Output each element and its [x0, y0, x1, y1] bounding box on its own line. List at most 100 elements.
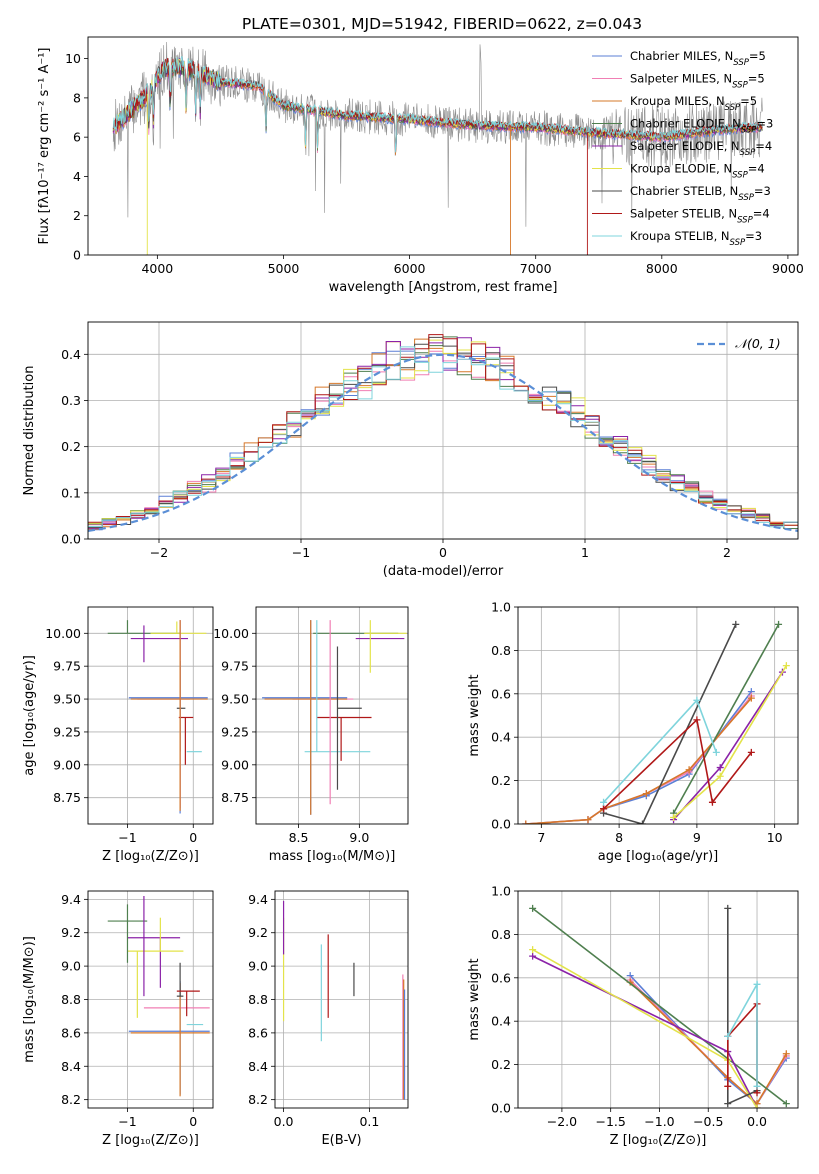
weight-marker	[600, 805, 608, 813]
x-axis-label: wavelength [Angstrom, rest frame]	[329, 280, 558, 295]
model-spectrum-line	[112, 55, 763, 153]
weight-marker	[522, 820, 530, 824]
x-tick-label: 10	[767, 830, 783, 845]
y-tick-label: 9.0	[61, 959, 81, 974]
y-tick-label: 9.00	[221, 757, 249, 772]
weight-line	[673, 671, 784, 821]
x-axis-label: mass [log₁₀(M/M⊙)]	[269, 849, 396, 864]
y-tick-label: 9.75	[53, 659, 81, 674]
y-tick-label: 1.0	[491, 600, 511, 615]
weight-marker	[732, 620, 740, 628]
y-tick-label: 1.0	[491, 884, 511, 899]
x-tick-label: 0.0	[274, 1114, 294, 1129]
legend-label: Salpeter ELODIE, NSSP=4	[630, 139, 772, 158]
weight-line	[727, 981, 758, 1087]
x-tick-label: 0	[439, 545, 447, 560]
y-axis-label: mass weight	[467, 958, 482, 1040]
weight-marker	[747, 748, 755, 756]
weight-marker	[693, 696, 701, 704]
x-tick-label: 9	[693, 830, 701, 845]
y-tick-label: 9.2	[61, 925, 81, 940]
weight-marker	[529, 904, 537, 912]
y-tick-label: 10	[65, 51, 81, 66]
y-tick-label: 8.2	[248, 1092, 268, 1107]
x-tick-label: −2.0	[547, 1114, 577, 1129]
weight-marker	[753, 1082, 761, 1090]
legend-label: Chabrier MILES, NSSP=5	[630, 49, 766, 68]
y-tick-label: 8.8	[61, 992, 81, 1007]
x-tick-label: 0	[189, 1114, 197, 1129]
axes-frame	[255, 606, 409, 825]
weight-line	[525, 695, 752, 824]
weight-marker	[685, 766, 693, 774]
y-tick-label: 8.2	[61, 1092, 81, 1107]
y-tick-label: 0.6	[491, 970, 511, 985]
y-axis-label: Normed distribution	[22, 366, 37, 496]
y-tick-label: 0.1	[61, 485, 81, 500]
axes-frame	[274, 890, 409, 1109]
y-tick-label: 0.2	[491, 1057, 511, 1072]
panel-weight_vs_age: 7 8 9 10 0.0 0.2 0.4 0.6 0.8 1.0 age [log₁₀(age/yr…	[467, 600, 799, 864]
y-tick-label: 0.2	[61, 439, 81, 454]
weight-marker	[775, 620, 783, 628]
axes-frame	[87, 36, 799, 256]
weight-marker	[753, 1089, 761, 1097]
y-tick-label: 0.6	[491, 686, 511, 701]
y-tick-label: 0.8	[491, 643, 511, 658]
y-tick-label: 9.50	[221, 692, 249, 707]
x-tick-label: 9.0	[349, 830, 369, 845]
spectrum-legend: Chabrier MILES, NSSP=5 Salpeter MILES, NS…	[592, 49, 773, 248]
y-tick-label: 4	[73, 169, 81, 184]
weight-line	[532, 907, 787, 1105]
y-tick-label: 0.2	[491, 773, 511, 788]
y-tick-label: 8	[73, 90, 81, 105]
axes-frame	[87, 606, 214, 825]
y-tick-label: 6	[73, 130, 81, 145]
weight-line	[532, 955, 758, 1108]
y-tick-label: 0.0	[491, 817, 511, 832]
weight-marker	[782, 662, 790, 670]
x-tick-label: −1.5	[596, 1114, 626, 1129]
weight-marker	[584, 816, 592, 824]
x-tick-label: 9000	[772, 261, 804, 276]
axes-frame	[87, 890, 214, 1109]
y-tick-label: 0.0	[61, 532, 81, 547]
x-tick-label: 8000	[646, 261, 678, 276]
y-tick-label: 10.00	[45, 626, 81, 641]
panel-spectrum: 4000 5000 6000 7000 8000 9000 0 2 4 6 8 10 wavelengt…	[37, 36, 804, 295]
y-tick-label: 9.25	[53, 724, 81, 739]
x-tick-label: 7	[537, 830, 545, 845]
weight-marker	[724, 1100, 732, 1108]
plot-area-mass_vs_ebv	[282, 901, 406, 1100]
weight-line	[525, 697, 752, 824]
weight-marker	[782, 1050, 790, 1058]
legend-label: Kroupa ELODIE, NSSP=4	[630, 162, 765, 181]
plot-area-residuals	[88, 334, 798, 539]
weight-marker	[712, 748, 720, 756]
weight-marker	[693, 716, 701, 724]
y-tick-label: 0.4	[491, 730, 511, 745]
legend-label: Salpeter STELIB, NSSP=4	[630, 207, 770, 226]
legend-label: Kroupa MILES, NSSP=5	[630, 94, 757, 113]
weight-marker	[782, 1100, 790, 1108]
x-tick-label: −1	[292, 545, 310, 560]
panel-age_vs_mass: 8.5 9.0 8.75 9.00 9.25 9.50 9.75 10.00 mass [log…	[213, 606, 409, 864]
x-axis-label: Z [log₁₀(Z/Z⊙)]	[610, 1133, 707, 1148]
weight-marker	[753, 980, 761, 988]
y-tick-label: 0.4	[491, 1014, 511, 1029]
weight-line	[673, 665, 787, 819]
legend-label: Chabrier ELODIE, NSSP=3	[630, 117, 773, 136]
y-axis-label: age [log₁₀(age/yr)]	[22, 655, 37, 776]
y-tick-label: 9.4	[248, 892, 268, 907]
axes-frame	[517, 606, 799, 825]
figure-title: PLATE=0301, MJD=51942, FIBERID=0622, z=0…	[242, 15, 642, 33]
plot-area-spectrum	[112, 41, 763, 255]
x-axis-label: (data-model)/error	[383, 564, 504, 579]
weight-line	[629, 981, 787, 1105]
y-tick-label: 0.8	[491, 927, 511, 942]
weight-marker	[724, 904, 732, 912]
y-tick-label: 8.8	[248, 992, 268, 1007]
y-tick-label: 9.50	[53, 692, 81, 707]
